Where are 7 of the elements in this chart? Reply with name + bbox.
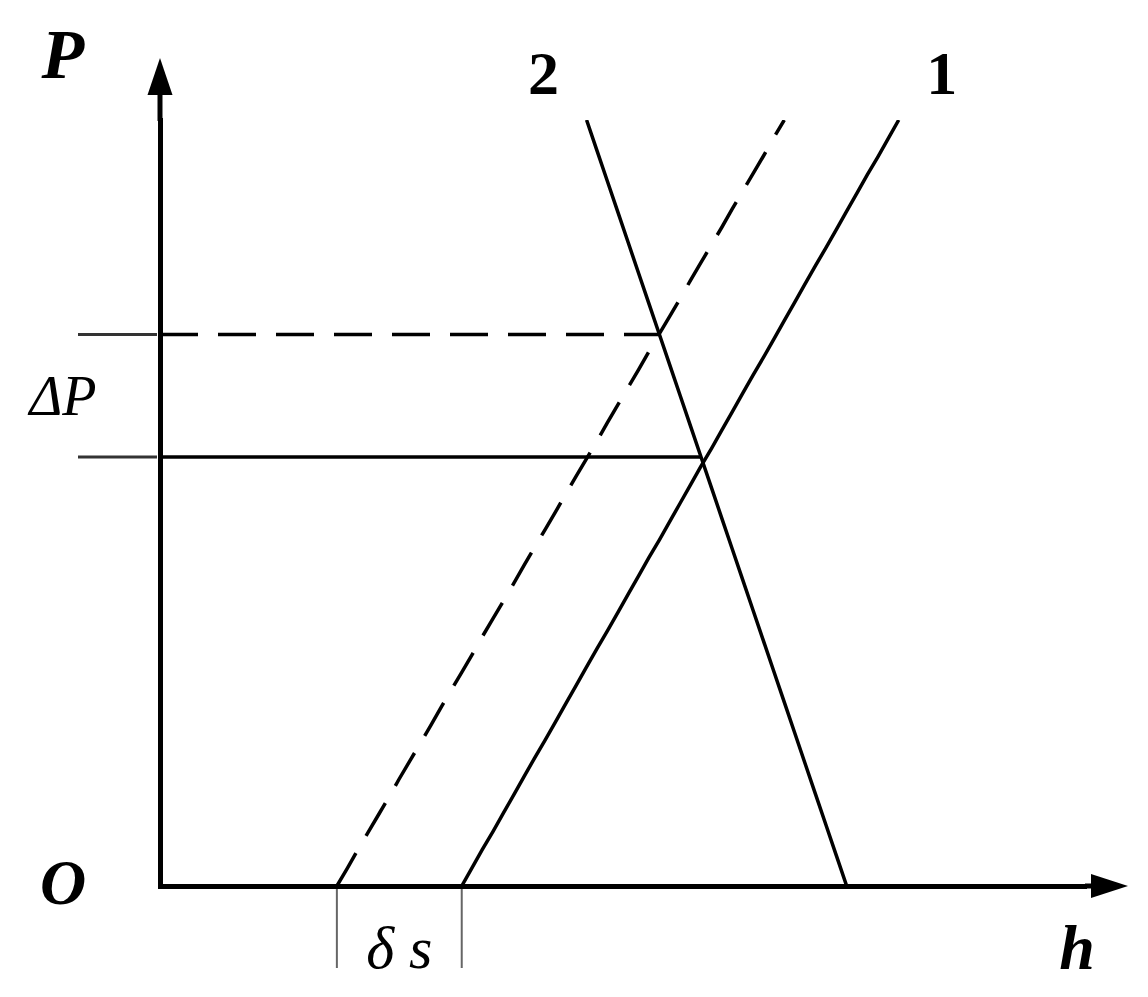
text: O <box>39 847 87 918</box>
y-axis-title: P <box>41 16 85 93</box>
x-axis-title: h <box>1059 912 1095 983</box>
series-label: 1 <box>926 39 958 107</box>
series-label: 2 <box>528 39 560 107</box>
text: δ s <box>366 915 433 981</box>
text: ΔP <box>29 364 97 427</box>
